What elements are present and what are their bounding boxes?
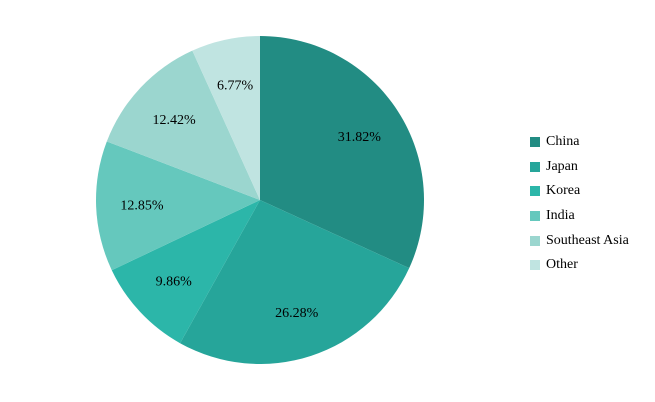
legend-swatch [530,186,540,197]
legend-item: China [530,130,629,155]
legend-swatch [530,260,540,271]
pie-slice-other [192,36,260,200]
legend-item: Korea [530,179,629,204]
legend-swatch [530,235,540,246]
legend-item: India [530,204,629,229]
legend-label: Other [546,257,578,273]
data-label: 12.42% [152,113,196,128]
legend-item: Other [530,253,629,278]
legend-label: Southeast Asia [546,232,629,248]
legend-item: Japan [530,155,629,180]
pie-slice-korea [111,200,260,344]
data-label: 9.86% [156,275,193,290]
legend-swatch [530,211,540,222]
legend-swatch [530,137,540,148]
legend-item: Southeast Asia [530,228,629,253]
data-label: 26.28% [275,306,319,321]
pie-slice-japan [180,200,410,364]
legend-label: China [546,134,580,150]
pie-slice-india [95,141,261,271]
pie-slice-southeast-asia [106,50,260,200]
legend-label: Japan [546,158,578,174]
data-label: 6.77% [217,79,254,94]
data-label: 31.82% [338,130,382,145]
data-label: 12.85% [120,199,164,214]
legend: China Japan Korea India Southeast Asia Other [530,130,629,278]
pie-slice-china [260,36,424,269]
legend-swatch [530,161,540,172]
legend-label: India [546,208,575,224]
legend-label: Korea [546,183,581,199]
